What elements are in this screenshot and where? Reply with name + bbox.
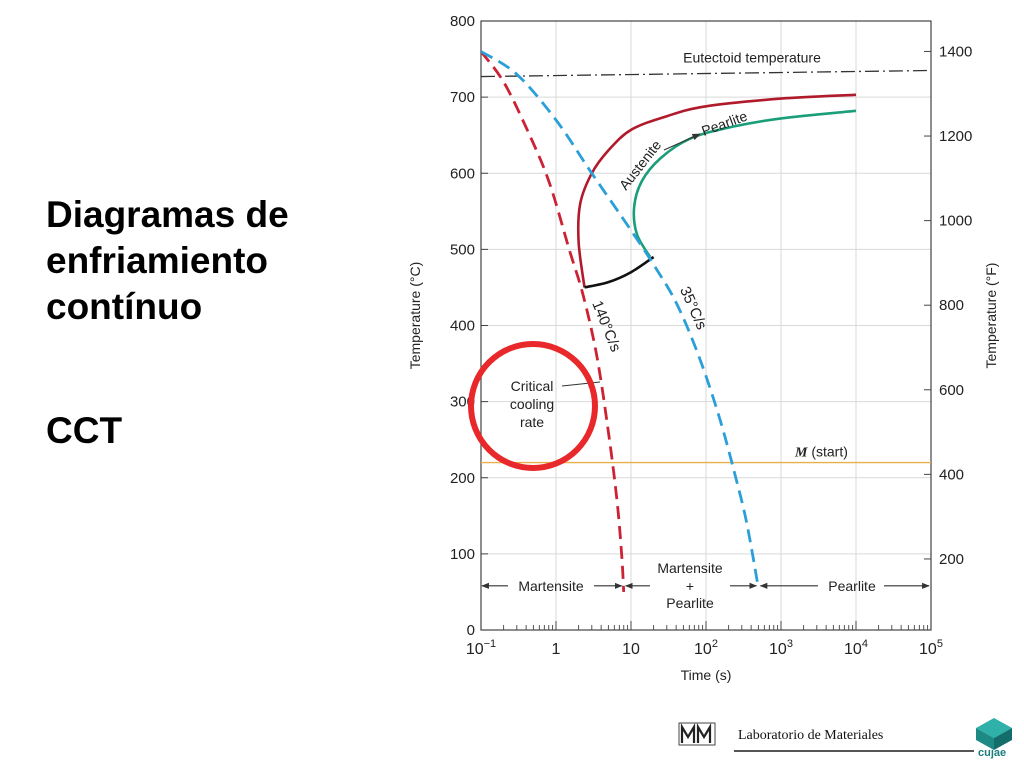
- y2-tick-label: 1000: [939, 213, 972, 230]
- x-tick-label: 102: [694, 638, 718, 658]
- y2-tick-label: 400: [939, 466, 964, 483]
- highlight-circle: [468, 341, 598, 471]
- region-mix-bottom-label: Pearlite: [666, 595, 714, 611]
- red-rate-label: 140°C/s: [588, 298, 624, 354]
- y2-tick-label: 1200: [939, 128, 972, 145]
- y-tick-label: 0: [467, 622, 475, 639]
- x-axis-label: Time (s): [681, 667, 732, 683]
- y-tick-label: 200: [450, 470, 475, 487]
- x-tick-label: 10−1: [466, 638, 496, 658]
- institution-name: cujae: [978, 747, 1007, 759]
- x-tick-label: 103: [769, 638, 793, 658]
- y2-axis-label: Temperature (°F): [983, 263, 999, 369]
- eutectoid-line: [480, 69, 932, 78]
- slide-subtitle: CCT: [46, 410, 123, 451]
- y2-tick-label: 200: [939, 551, 964, 568]
- critical-label-3: rate: [520, 414, 544, 430]
- y-tick-label: 600: [450, 165, 475, 182]
- region-pearlite-label: Pearlite: [828, 578, 876, 594]
- eutectoid-label: Eutectoid temperature: [683, 50, 821, 66]
- region-mix-plus-label: +: [686, 578, 694, 594]
- y2-tick-label: 800: [939, 297, 964, 314]
- cujae-logo-icon: [976, 718, 1012, 750]
- slide-title: Diagramas de enfriamiento contínuo: [46, 192, 376, 330]
- y-tick-label: 100: [450, 546, 475, 563]
- lab-name: Laboratorio de Materiales: [738, 728, 884, 743]
- y-tick-label: 800: [450, 13, 475, 30]
- y2-tick-label: 600: [939, 382, 964, 399]
- footer-divider: [734, 750, 974, 752]
- region-martensite-label: Martensite: [518, 578, 584, 594]
- footer: Laboratorio de Materiales cujae: [672, 712, 1024, 768]
- lab-logo-icon: [678, 722, 716, 746]
- austenite-arrow: [663, 133, 701, 151]
- pearlite-arrow-label: Pearlite: [699, 108, 749, 139]
- cct-chart: 0100200300400500600700800200400600800100…: [407, 13, 999, 683]
- transformation-curve-2: [584, 255, 655, 289]
- region-mix-top-label: Martensite: [657, 560, 723, 576]
- x-tick-label: 10: [622, 641, 640, 658]
- transformation-curve-1: [632, 109, 857, 258]
- title-line-3: contínuo: [46, 286, 203, 327]
- transformation-curve-0: [576, 93, 857, 288]
- y-axis-label: Temperature (°C): [407, 262, 423, 370]
- title-line-1: Diagramas de: [46, 194, 289, 235]
- x-tick-label: 105: [919, 638, 943, 658]
- cooling-curve-0: [479, 50, 626, 592]
- m-start-label: M (start): [794, 444, 848, 461]
- critical-label-2: cooling: [510, 396, 554, 412]
- y-tick-label: 400: [450, 318, 475, 335]
- critical-label-1: Critical: [511, 378, 554, 394]
- y-tick-label: 500: [450, 241, 475, 258]
- title-line-2: enfriamiento: [46, 240, 269, 281]
- y-tick-label: 700: [450, 89, 475, 106]
- x-tick-label: 104: [844, 638, 868, 658]
- x-tick-label: 1: [552, 641, 561, 658]
- y2-tick-label: 1400: [939, 43, 972, 60]
- cooling-curve-1: [480, 50, 760, 589]
